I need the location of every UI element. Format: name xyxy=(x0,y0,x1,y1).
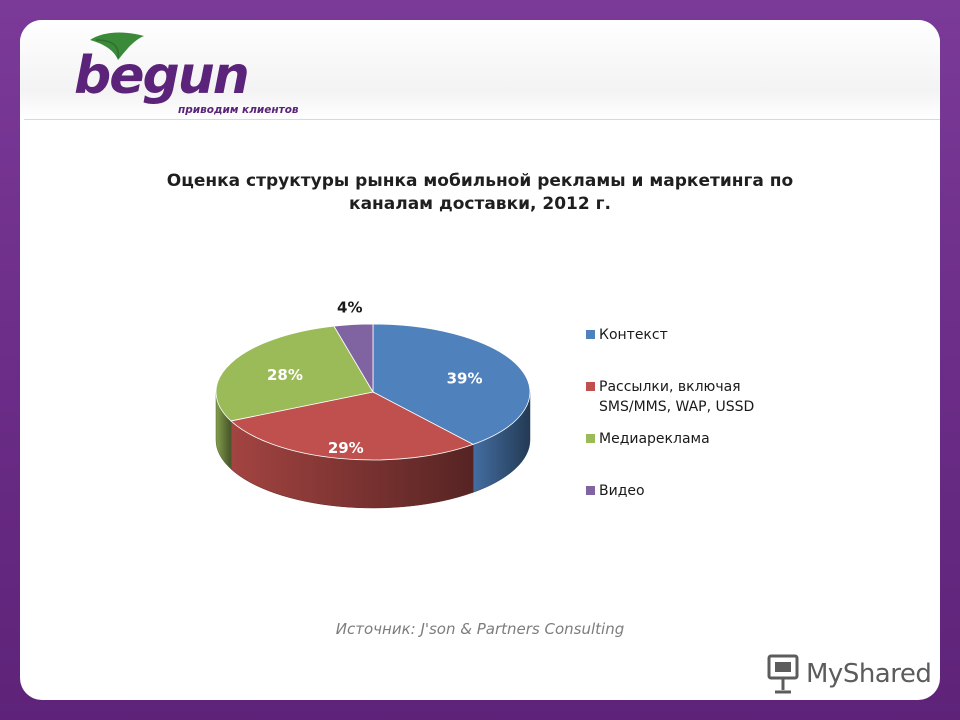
pie-data-label: 4% xyxy=(337,298,362,316)
pie-data-label: 29% xyxy=(328,439,364,457)
legend-swatch xyxy=(586,486,595,495)
logo-tagline: приводим клиентов xyxy=(178,104,299,116)
legend-swatch xyxy=(586,330,595,339)
legend-item: Видео xyxy=(586,481,645,501)
logo-wordmark: begun xyxy=(74,46,250,106)
leaf-icon xyxy=(90,32,144,60)
legend-label: Контекст xyxy=(599,327,668,343)
pie-slice xyxy=(333,323,374,394)
chart-title: Оценка структуры рынка мобильной рекламы… xyxy=(166,171,794,214)
begun-logo: begun приводим клиентов xyxy=(74,30,314,120)
legend-label: Медиареклама xyxy=(599,431,710,447)
presentation-board-icon xyxy=(767,654,799,694)
pie-data-label: 39% xyxy=(447,370,483,388)
pie-slice xyxy=(215,325,374,422)
header-band xyxy=(20,20,940,120)
pie-slice xyxy=(372,323,531,445)
watermark-text: MyShared xyxy=(806,659,932,689)
legend-swatch xyxy=(586,434,595,443)
legend-label: Рассылки, включая SMS/MMS, WAP, USSD xyxy=(599,379,755,415)
pie-data-label: 28% xyxy=(267,366,303,384)
legend-item: Рассылки, включая SMS/MMS, WAP, USSD xyxy=(586,377,754,417)
legend-label: Видео xyxy=(599,483,645,499)
source-note: Источник: J'son & Partners Consulting xyxy=(335,620,625,638)
legend-item: Медиареклама xyxy=(586,429,710,449)
header-divider xyxy=(24,119,940,120)
legend-swatch xyxy=(586,382,595,391)
myshared-watermark: MyShared xyxy=(766,654,936,698)
legend-item: Контекст xyxy=(586,325,668,345)
